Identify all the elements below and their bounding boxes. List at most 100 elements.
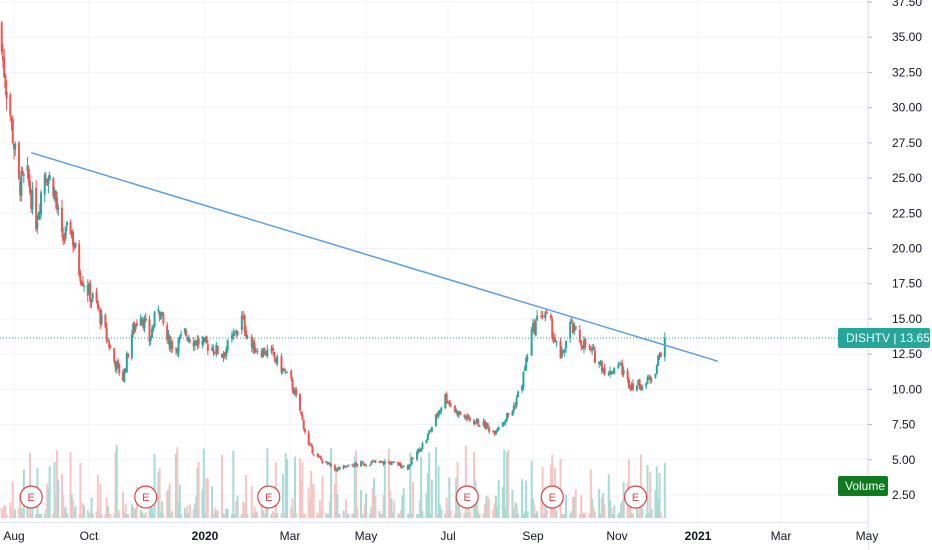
candle-body [492,431,495,433]
candle-body [273,352,276,358]
volume-bar [420,457,423,518]
candle-body [663,337,666,358]
candle-body [169,341,172,349]
candle-body [151,328,154,338]
earnings-marker[interactable]: E [134,485,158,509]
candle-body [11,118,14,143]
candle-body [343,465,346,467]
candle-body [240,315,243,331]
candle-body [484,420,487,429]
volume-bar [307,487,310,518]
candle-body [1,55,4,61]
earnings-marker[interactable]: E [19,485,43,509]
candle-body [26,165,29,172]
candle-body [437,412,440,417]
candle-body [301,414,304,420]
volume-bar [438,504,441,518]
time-axis[interactable]: Aug Oct 2020 Mar May Jul Sep Nov 2021 Mar May [0,522,878,544]
candle-body [467,414,470,419]
candle-body [551,319,554,339]
candle-body [421,443,424,450]
volume-bar [3,505,6,518]
volume-bar [464,445,467,518]
candle-body [125,352,128,373]
candle-body [507,413,510,415]
candle-body [312,454,315,456]
earnings-marker[interactable]: E [257,485,281,509]
earnings-label: E [464,492,471,504]
earnings-circle [455,485,479,509]
candle-body [641,386,644,391]
volume-bar [81,503,84,518]
candle-body [264,353,267,356]
candle-body [212,348,215,353]
volume-bar [303,513,306,518]
candle-body [478,425,481,427]
volume-bar [449,509,452,518]
candle-body [356,464,359,466]
earnings-circle [134,485,158,509]
candle-body [541,315,544,317]
volume-bar [148,509,151,518]
candle-body [428,431,431,434]
volume-bar [600,497,603,518]
candle-body [554,338,557,342]
price-tick-label: 17.50 [892,277,922,291]
candle-body [192,341,195,347]
volume-bar [62,494,65,518]
candle-body [281,368,284,372]
candle-body [48,175,51,181]
volume-bar [65,513,68,518]
candle-body [622,370,625,374]
candle-body [38,211,41,213]
volume-bar [10,507,13,518]
volume-bar [30,513,33,518]
volume-bar [109,514,112,518]
volume-bar [106,506,109,518]
candle-body [485,424,488,430]
volume-bar [584,512,587,518]
candle-body [444,394,447,408]
candle-body [351,463,354,466]
volume-bar [428,452,431,518]
candle-body [378,461,381,463]
volume-bar [466,512,469,518]
volume-bar [619,503,622,518]
candle-body [260,351,263,357]
volume-bar [139,509,142,518]
candle-body [44,178,47,183]
candle-body [213,352,216,354]
candle-body [118,363,121,374]
volume-bar [468,512,471,518]
candle-body [284,371,287,373]
earnings-marker[interactable]: E [623,485,648,509]
volume-bar [617,513,620,518]
candle-body [445,394,448,403]
price-axis[interactable]: 2.50 5.00 7.50 10.00 12.50 15.00 17.50 20.00 22.… [868,0,922,550]
candle-body [639,388,642,390]
volume-bar [501,486,504,518]
candle-body [387,461,390,463]
candle-body [459,412,462,415]
volume-bar [204,512,206,518]
candle-body [362,463,365,466]
trend-line[interactable] [30,151,718,362]
volume-bar [273,513,276,518]
volume-bar [406,513,409,518]
candle-body [646,376,649,384]
candle-body [321,459,324,463]
earnings-marker[interactable]: E [455,485,479,509]
volume-bar [560,513,563,518]
volume-bar [35,513,38,518]
candle-body [647,377,650,379]
candle-body [96,300,99,308]
ticker-badge-label: DISHTV | 13.65 [846,331,930,345]
volume-bar [370,506,373,518]
candle-body [166,325,169,341]
volume-bar [478,513,481,518]
earnings-marker[interactable]: E [540,485,564,509]
candle-body [178,336,181,340]
